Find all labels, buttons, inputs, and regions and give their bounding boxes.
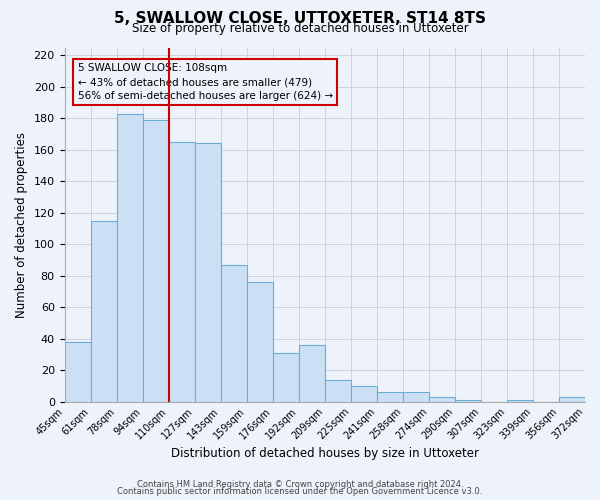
Bar [91, 220, 116, 402]
Bar [194, 144, 221, 402]
Bar [65, 342, 91, 402]
Bar [273, 353, 299, 402]
Bar [351, 386, 377, 402]
Bar [299, 345, 325, 402]
Bar [429, 397, 455, 402]
X-axis label: Distribution of detached houses by size in Uttoxeter: Distribution of detached houses by size … [171, 447, 479, 460]
Bar [143, 120, 169, 402]
Text: 5 SWALLOW CLOSE: 108sqm
← 43% of detached houses are smaller (479)
56% of semi-d: 5 SWALLOW CLOSE: 108sqm ← 43% of detache… [77, 63, 332, 101]
Bar [507, 400, 533, 402]
Bar [403, 392, 429, 402]
Bar [116, 114, 143, 402]
Bar [169, 142, 194, 402]
Bar [559, 397, 585, 402]
Bar [325, 380, 351, 402]
Bar [247, 282, 273, 402]
Text: Contains HM Land Registry data © Crown copyright and database right 2024.: Contains HM Land Registry data © Crown c… [137, 480, 463, 489]
Text: Size of property relative to detached houses in Uttoxeter: Size of property relative to detached ho… [131, 22, 469, 35]
Bar [377, 392, 403, 402]
Text: Contains public sector information licensed under the Open Government Licence v3: Contains public sector information licen… [118, 487, 482, 496]
Text: 5, SWALLOW CLOSE, UTTOXETER, ST14 8TS: 5, SWALLOW CLOSE, UTTOXETER, ST14 8TS [114, 11, 486, 26]
Bar [221, 264, 247, 402]
Bar [455, 400, 481, 402]
Y-axis label: Number of detached properties: Number of detached properties [15, 132, 28, 318]
